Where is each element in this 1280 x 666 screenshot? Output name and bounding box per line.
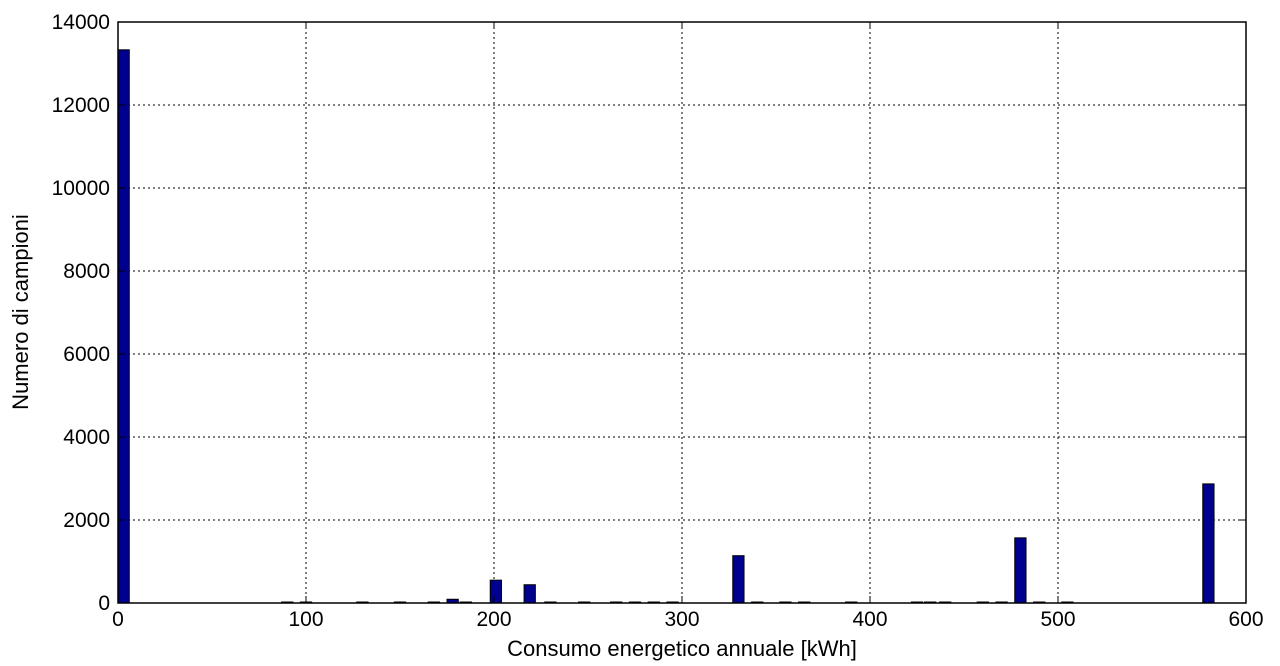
y-tick-label: 8000 [63, 260, 110, 283]
y-tick-label: 0 [98, 592, 110, 615]
histogram-bar [1202, 483, 1215, 604]
x-tick-label: 600 [1228, 608, 1263, 631]
x-tick-labels: 0 100 200 300 400 500 600 [112, 608, 1263, 631]
x-tick-label: 300 [664, 608, 699, 631]
histogram-bar [732, 555, 745, 604]
y-axis-label: Numero di campioni [8, 214, 33, 410]
histogram-bar [489, 579, 503, 604]
x-tick-label: 400 [852, 608, 887, 631]
y-tick-label: 4000 [63, 426, 110, 449]
y-tick-label: 10000 [52, 177, 110, 200]
histogram-bar [523, 584, 536, 604]
y-tick-label: 6000 [63, 343, 110, 366]
x-tick-label: 0 [112, 608, 124, 631]
grid-lines [118, 22, 1246, 603]
tick-marks [117, 21, 1247, 604]
x-axis-label: Consumo energetico annuale [kWh] [507, 636, 857, 661]
x-tick-label: 100 [288, 608, 323, 631]
y-tick-label: 12000 [52, 94, 110, 117]
histogram-bar [1014, 537, 1027, 604]
y-tick-label: 2000 [63, 509, 110, 532]
x-tick-label: 200 [476, 608, 511, 631]
x-tick-label: 500 [1040, 608, 1075, 631]
y-tick-label: 14000 [52, 11, 110, 34]
y-tick-labels: 0 2000 4000 6000 8000 10000 12000 14000 [52, 11, 110, 615]
